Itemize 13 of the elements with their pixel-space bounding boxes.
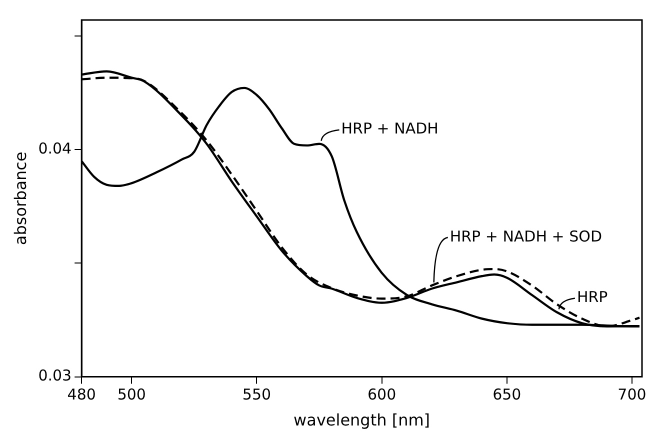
x-tick-label: 700 bbox=[618, 386, 646, 404]
legend-label: HRP bbox=[576, 288, 608, 306]
y-tick-label: 0.03 bbox=[38, 366, 72, 385]
x-tick-label: 600 bbox=[367, 386, 396, 404]
x-tick-label: 650 bbox=[492, 386, 522, 404]
x-axis-title: wavelength [nm] bbox=[294, 410, 430, 430]
text: HRP + NADH + SOD bbox=[450, 227, 602, 246]
legend-label: HRP + NADH bbox=[341, 120, 438, 138]
x-tick-label: 500 bbox=[117, 386, 146, 404]
y-axis-title: absorbance bbox=[10, 152, 30, 246]
x-tick-label: 480 bbox=[67, 386, 96, 404]
x-tick-label: 550 bbox=[242, 386, 272, 404]
y-tick-label: 0.04 bbox=[38, 139, 72, 158]
